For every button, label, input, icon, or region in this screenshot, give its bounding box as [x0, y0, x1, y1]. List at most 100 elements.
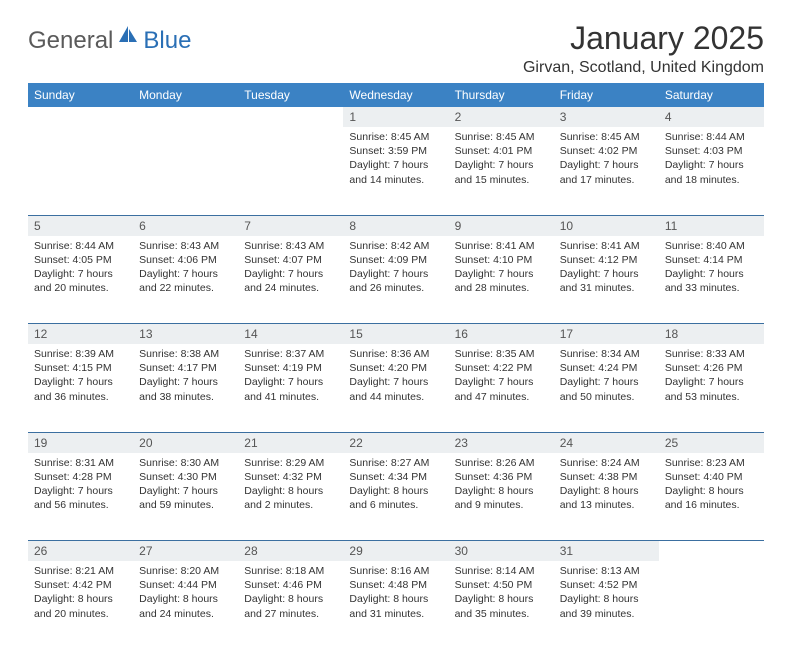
day-number: 5: [28, 215, 133, 236]
sunset-text: Sunset: 4:52 PM: [560, 578, 653, 592]
col-header: Monday: [133, 83, 238, 107]
day-number: 31: [554, 541, 659, 562]
sunset-text: Sunset: 3:59 PM: [349, 144, 442, 158]
day-cell: Sunrise: 8:31 AMSunset: 4:28 PMDaylight:…: [28, 453, 133, 541]
day-number: 21: [238, 432, 343, 453]
day-number: 7: [238, 215, 343, 236]
sunset-text: Sunset: 4:07 PM: [244, 253, 337, 267]
day-cell: [238, 127, 343, 215]
sunrise-text: Sunrise: 8:30 AM: [139, 456, 232, 470]
sunrise-text: Sunrise: 8:36 AM: [349, 347, 442, 361]
sunrise-text: Sunrise: 8:23 AM: [665, 456, 758, 470]
sunrise-text: Sunrise: 8:45 AM: [349, 130, 442, 144]
day-cell: [659, 561, 764, 649]
week-daynum-row: 19202122232425: [28, 432, 764, 453]
day-cell: Sunrise: 8:40 AMSunset: 4:14 PMDaylight:…: [659, 236, 764, 324]
title-block: January 2025 Girvan, Scotland, United Ki…: [523, 20, 764, 77]
sunset-text: Sunset: 4:46 PM: [244, 578, 337, 592]
sunrise-text: Sunrise: 8:13 AM: [560, 564, 653, 578]
sunrise-text: Sunrise: 8:27 AM: [349, 456, 442, 470]
daylight-text: Daylight: 7 hours and 36 minutes.: [34, 375, 127, 403]
week-body-row: Sunrise: 8:21 AMSunset: 4:42 PMDaylight:…: [28, 561, 764, 649]
daylight-text: Daylight: 8 hours and 31 minutes.: [349, 592, 442, 620]
sunrise-text: Sunrise: 8:45 AM: [455, 130, 548, 144]
daylight-text: Daylight: 7 hours and 50 minutes.: [560, 375, 653, 403]
sunset-text: Sunset: 4:20 PM: [349, 361, 442, 375]
daylight-text: Daylight: 7 hours and 15 minutes.: [455, 158, 548, 186]
day-cell: Sunrise: 8:13 AMSunset: 4:52 PMDaylight:…: [554, 561, 659, 649]
month-title: January 2025: [523, 20, 764, 57]
sunset-text: Sunset: 4:44 PM: [139, 578, 232, 592]
sunrise-text: Sunrise: 8:20 AM: [139, 564, 232, 578]
calendar-body: 1234Sunrise: 8:45 AMSunset: 3:59 PMDayli…: [28, 107, 764, 649]
sunset-text: Sunset: 4:50 PM: [455, 578, 548, 592]
week-body-row: Sunrise: 8:44 AMSunset: 4:05 PMDaylight:…: [28, 236, 764, 324]
day-cell: Sunrise: 8:44 AMSunset: 4:03 PMDaylight:…: [659, 127, 764, 215]
location-text: Girvan, Scotland, United Kingdom: [523, 59, 764, 77]
col-header: Saturday: [659, 83, 764, 107]
sunset-text: Sunset: 4:14 PM: [665, 253, 758, 267]
col-header: Friday: [554, 83, 659, 107]
sunrise-text: Sunrise: 8:41 AM: [455, 239, 548, 253]
daylight-text: Daylight: 8 hours and 6 minutes.: [349, 484, 442, 512]
week-body-row: Sunrise: 8:45 AMSunset: 3:59 PMDaylight:…: [28, 127, 764, 215]
sunset-text: Sunset: 4:06 PM: [139, 253, 232, 267]
week-daynum-row: 262728293031: [28, 541, 764, 562]
day-cell: Sunrise: 8:35 AMSunset: 4:22 PMDaylight:…: [449, 344, 554, 432]
daylight-text: Daylight: 7 hours and 31 minutes.: [560, 267, 653, 295]
day-cell: Sunrise: 8:20 AMSunset: 4:44 PMDaylight:…: [133, 561, 238, 649]
sunset-text: Sunset: 4:48 PM: [349, 578, 442, 592]
day-cell: Sunrise: 8:27 AMSunset: 4:34 PMDaylight:…: [343, 453, 448, 541]
sunrise-text: Sunrise: 8:26 AM: [455, 456, 548, 470]
day-number: 3: [554, 107, 659, 127]
sunrise-text: Sunrise: 8:31 AM: [34, 456, 127, 470]
day-number: 11: [659, 215, 764, 236]
daylight-text: Daylight: 8 hours and 24 minutes.: [139, 592, 232, 620]
sunrise-text: Sunrise: 8:43 AM: [244, 239, 337, 253]
week-daynum-row: 1234: [28, 107, 764, 127]
day-cell: [133, 127, 238, 215]
sunset-text: Sunset: 4:01 PM: [455, 144, 548, 158]
day-number: 15: [343, 324, 448, 345]
day-number: 25: [659, 432, 764, 453]
day-number: 14: [238, 324, 343, 345]
day-number: 20: [133, 432, 238, 453]
week-daynum-row: 567891011: [28, 215, 764, 236]
day-number: 27: [133, 541, 238, 562]
day-number: 19: [28, 432, 133, 453]
sunset-text: Sunset: 4:22 PM: [455, 361, 548, 375]
day-cell: Sunrise: 8:44 AMSunset: 4:05 PMDaylight:…: [28, 236, 133, 324]
day-cell: Sunrise: 8:45 AMSunset: 4:02 PMDaylight:…: [554, 127, 659, 215]
day-cell: Sunrise: 8:39 AMSunset: 4:15 PMDaylight:…: [28, 344, 133, 432]
week-daynum-row: 12131415161718: [28, 324, 764, 345]
day-number: 12: [28, 324, 133, 345]
sunset-text: Sunset: 4:10 PM: [455, 253, 548, 267]
sunset-text: Sunset: 4:32 PM: [244, 470, 337, 484]
day-cell: Sunrise: 8:30 AMSunset: 4:30 PMDaylight:…: [133, 453, 238, 541]
brand-logo: General Blue: [28, 24, 191, 57]
day-number: [238, 107, 343, 127]
sunrise-text: Sunrise: 8:43 AM: [139, 239, 232, 253]
sunset-text: Sunset: 4:34 PM: [349, 470, 442, 484]
sunrise-text: Sunrise: 8:14 AM: [455, 564, 548, 578]
day-cell: Sunrise: 8:23 AMSunset: 4:40 PMDaylight:…: [659, 453, 764, 541]
sunset-text: Sunset: 4:09 PM: [349, 253, 442, 267]
daylight-text: Daylight: 7 hours and 17 minutes.: [560, 158, 653, 186]
daylight-text: Daylight: 7 hours and 56 minutes.: [34, 484, 127, 512]
day-cell: Sunrise: 8:38 AMSunset: 4:17 PMDaylight:…: [133, 344, 238, 432]
daylight-text: Daylight: 7 hours and 26 minutes.: [349, 267, 442, 295]
sunset-text: Sunset: 4:12 PM: [560, 253, 653, 267]
day-number: 28: [238, 541, 343, 562]
day-cell: Sunrise: 8:24 AMSunset: 4:38 PMDaylight:…: [554, 453, 659, 541]
day-cell: Sunrise: 8:16 AMSunset: 4:48 PMDaylight:…: [343, 561, 448, 649]
col-header: Sunday: [28, 83, 133, 107]
day-cell: Sunrise: 8:42 AMSunset: 4:09 PMDaylight:…: [343, 236, 448, 324]
day-number: 30: [449, 541, 554, 562]
sunset-text: Sunset: 4:02 PM: [560, 144, 653, 158]
day-cell: Sunrise: 8:43 AMSunset: 4:06 PMDaylight:…: [133, 236, 238, 324]
day-cell: Sunrise: 8:45 AMSunset: 3:59 PMDaylight:…: [343, 127, 448, 215]
sunset-text: Sunset: 4:24 PM: [560, 361, 653, 375]
sunrise-text: Sunrise: 8:18 AM: [244, 564, 337, 578]
sunset-text: Sunset: 4:42 PM: [34, 578, 127, 592]
day-cell: Sunrise: 8:41 AMSunset: 4:12 PMDaylight:…: [554, 236, 659, 324]
